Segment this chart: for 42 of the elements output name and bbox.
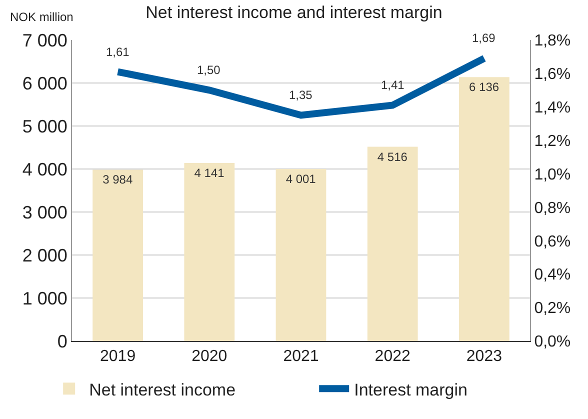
bar [459, 77, 510, 341]
y2-tick-label: 0,4% [534, 266, 571, 284]
y2-tick-label: 1,2% [534, 132, 571, 150]
data-label: 1,35 [289, 88, 313, 102]
y-tick-label: 5 000 [22, 116, 68, 136]
data-label: 1,69 [472, 31, 496, 45]
legend-label: Interest margin [354, 380, 468, 400]
data-label: 6 136 [469, 80, 500, 94]
y2-tick-label: 1,0% [534, 166, 571, 184]
y-tick-label: 6 000 [22, 73, 68, 94]
y-tick-label: 4 000 [22, 159, 68, 180]
y-tick-label: 0 [57, 331, 68, 352]
y2-tick-label: 1,4% [534, 99, 571, 116]
y2-tick-label: 0,8% [534, 200, 571, 217]
x-tick-label: 2023 [466, 348, 502, 366]
data-label: 4 001 [286, 172, 316, 186]
y-tick-label: 3 000 [22, 202, 68, 222]
chart-title: Net interest income and interest margin [146, 3, 442, 22]
data-label: 4 141 [194, 166, 225, 180]
y-tick-label: 2 000 [22, 245, 68, 266]
bar [92, 170, 143, 341]
y2-tick-label: 0,0% [534, 334, 571, 351]
y-axis-title: NOK million [10, 10, 74, 24]
x-tick-label: 2021 [283, 348, 319, 366]
data-label: 1,61 [106, 45, 130, 59]
bar [184, 162, 235, 341]
y-tick-label: 1 000 [22, 288, 68, 308]
y2-tick-label: 1,8% [534, 32, 571, 50]
x-tick-label: 2020 [192, 348, 228, 366]
bar [276, 168, 326, 341]
data-label: 3 984 [102, 172, 133, 187]
bar [367, 146, 418, 341]
x-tick-label: 2022 [374, 348, 410, 366]
legend-label: Net interest income [89, 380, 236, 400]
data-label: 4 516 [377, 150, 408, 164]
y-tick-label: 7 000 [22, 30, 68, 50]
data-label: 1,50 [197, 63, 221, 77]
y2-tick-label: 0,6% [534, 233, 571, 250]
y2-tick-label: 0,2% [534, 300, 571, 318]
x-tick-label: 2019 [100, 348, 136, 366]
data-label: 1,41 [381, 78, 405, 92]
y2-tick-label: 1,6% [534, 66, 571, 84]
